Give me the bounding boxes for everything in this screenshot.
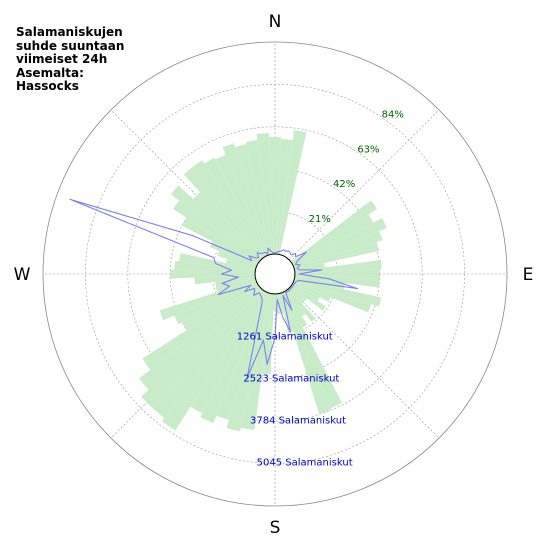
direction-label: W <box>14 265 31 285</box>
grid-spoke <box>110 109 262 261</box>
bar-sector <box>240 293 273 430</box>
bar-sector <box>162 289 265 431</box>
direction-label: S <box>270 518 281 538</box>
bar-sector <box>172 200 260 264</box>
count-tick-label: 1261 Salamaniskut <box>237 332 333 343</box>
title-line: Asemalta: <box>16 65 84 80</box>
bar-sector <box>292 281 331 302</box>
bar-sector <box>288 287 305 304</box>
bar-sector <box>152 288 263 419</box>
bar-sector <box>183 166 263 260</box>
center-hole <box>254 253 296 295</box>
bar-sector <box>182 217 259 265</box>
bar-sector <box>294 278 382 307</box>
bar-sector <box>142 284 260 370</box>
bar-sector <box>193 192 262 261</box>
bar-sector <box>217 250 257 268</box>
strike-count-line <box>69 198 359 379</box>
bar-sector <box>285 289 306 317</box>
bar-sector <box>291 283 320 302</box>
bar-sector <box>171 185 261 262</box>
bar-sector <box>138 286 261 390</box>
bar-sector <box>170 269 256 279</box>
bar-sector <box>281 292 332 415</box>
count-tick-label: 5045 Salamaniskut <box>257 457 353 468</box>
chart-labels: N E S W 21% 42% 63% 84% 1261 Salamaniskut 2523 Sa… <box>14 12 534 538</box>
bar-sector <box>284 290 308 328</box>
bar-sector <box>174 281 258 325</box>
grid-spoke <box>288 287 440 439</box>
bar-sector <box>179 253 256 272</box>
bar-sector <box>234 144 271 255</box>
bar-sector <box>277 293 284 314</box>
bar-sector <box>282 291 343 409</box>
bar-sector <box>290 284 326 311</box>
bar-sector <box>190 290 266 414</box>
bar-sector <box>293 280 372 313</box>
bar-sector <box>226 293 271 432</box>
bar-sector <box>141 287 262 408</box>
bar-sector <box>293 230 383 268</box>
count-tick-label: 2523 Salamaniskut <box>243 374 339 385</box>
bar-sector <box>245 140 273 255</box>
bar-sector <box>290 200 378 264</box>
bar-sector <box>194 274 256 285</box>
bar-series <box>138 130 387 432</box>
title-line: viimeiset 24h <box>16 52 108 66</box>
bar-sector <box>291 214 374 265</box>
bar-sector <box>256 132 275 255</box>
percent-tick-label: 21% <box>309 214 331 225</box>
bar-sector <box>204 157 266 258</box>
bar-sector <box>273 293 277 311</box>
bar-sector <box>287 288 316 322</box>
direction-label: E <box>523 265 534 285</box>
bar-sector <box>174 260 256 274</box>
title-line: suhde suuntaan <box>16 38 125 53</box>
bar-sector <box>261 293 275 375</box>
percent-tick-label: 63% <box>357 144 379 155</box>
line-series <box>69 198 359 379</box>
bar-sector <box>182 283 259 331</box>
bar-sector <box>294 241 380 270</box>
bar-sector <box>222 143 269 256</box>
percent-tick-label: 84% <box>382 110 404 121</box>
title-line: Hassocks <box>16 79 79 93</box>
count-tick-label: 3784 Salamaniskut <box>250 415 346 426</box>
bar-sector <box>277 130 307 255</box>
percent-tick-label: 42% <box>333 179 355 190</box>
bar-sector <box>289 286 307 302</box>
title-line: Salamaniskujen <box>16 25 123 39</box>
grid-circle <box>127 126 423 422</box>
outer-circle <box>42 41 508 507</box>
grid-spoke <box>288 109 440 261</box>
bar-sector <box>269 136 281 255</box>
direction-label: N <box>269 12 282 32</box>
bar-sector <box>275 139 293 255</box>
bar-sector <box>200 291 268 424</box>
chart-title: Salamaniskujen suhde suuntaan viimeiset … <box>16 25 146 94</box>
bar-sector <box>292 218 387 267</box>
bar-sector <box>215 154 268 257</box>
bar-sector <box>225 258 256 270</box>
bar-sector <box>192 160 265 259</box>
bar-sector <box>294 269 380 279</box>
bar-sector <box>216 292 269 421</box>
